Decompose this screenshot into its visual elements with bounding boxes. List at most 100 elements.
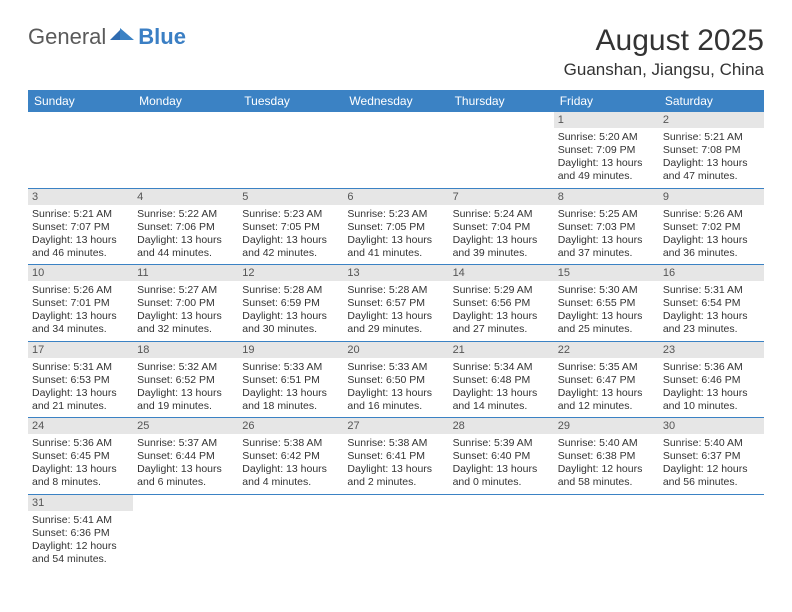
sunset-text: Sunset: 7:03 PM [558, 221, 655, 234]
calendar-day-cell: 19Sunrise: 5:33 AMSunset: 6:51 PMDayligh… [238, 341, 343, 418]
daylight-text-line1: Daylight: 13 hours [558, 310, 655, 323]
day-number: 8 [554, 189, 659, 205]
logo-text-general: General [28, 24, 106, 50]
day-data: Sunrise: 5:31 AMSunset: 6:53 PMDaylight:… [28, 358, 133, 418]
sunrise-text: Sunrise: 5:21 AM [663, 131, 760, 144]
day-number: 22 [554, 342, 659, 358]
calendar-day-cell: 25Sunrise: 5:37 AMSunset: 6:44 PMDayligh… [133, 418, 238, 495]
daylight-text-line1: Daylight: 13 hours [137, 387, 234, 400]
calendar-day-cell [449, 494, 554, 570]
sunrise-text: Sunrise: 5:27 AM [137, 284, 234, 297]
calendar-day-cell: 27Sunrise: 5:38 AMSunset: 6:41 PMDayligh… [343, 418, 448, 495]
sunrise-text: Sunrise: 5:26 AM [663, 208, 760, 221]
sunrise-text: Sunrise: 5:26 AM [32, 284, 129, 297]
sunrise-text: Sunrise: 5:40 AM [663, 437, 760, 450]
daylight-text-line2: and 46 minutes. [32, 247, 129, 260]
day-data: Sunrise: 5:25 AMSunset: 7:03 PMDaylight:… [554, 205, 659, 265]
calendar-day-cell: 3Sunrise: 5:21 AMSunset: 7:07 PMDaylight… [28, 188, 133, 265]
daylight-text-line1: Daylight: 13 hours [32, 310, 129, 323]
calendar-day-cell [133, 494, 238, 570]
sunrise-text: Sunrise: 5:34 AM [453, 361, 550, 374]
daylight-text-line2: and 36 minutes. [663, 247, 760, 260]
daylight-text-line2: and 10 minutes. [663, 400, 760, 413]
daylight-text-line1: Daylight: 13 hours [558, 157, 655, 170]
day-data: Sunrise: 5:23 AMSunset: 7:05 PMDaylight:… [343, 205, 448, 265]
calendar-day-cell [238, 494, 343, 570]
daylight-text-line2: and 44 minutes. [137, 247, 234, 260]
daylight-text-line1: Daylight: 13 hours [453, 310, 550, 323]
daylight-text-line2: and 32 minutes. [137, 323, 234, 336]
calendar-day-cell: 29Sunrise: 5:40 AMSunset: 6:38 PMDayligh… [554, 418, 659, 495]
sunset-text: Sunset: 7:04 PM [453, 221, 550, 234]
daylight-text-line2: and 6 minutes. [137, 476, 234, 489]
sunset-text: Sunset: 7:01 PM [32, 297, 129, 310]
daylight-text-line1: Daylight: 12 hours [558, 463, 655, 476]
sunset-text: Sunset: 6:55 PM [558, 297, 655, 310]
day-number: 19 [238, 342, 343, 358]
day-number: 20 [343, 342, 448, 358]
day-data: Sunrise: 5:24 AMSunset: 7:04 PMDaylight:… [449, 205, 554, 265]
sunrise-text: Sunrise: 5:21 AM [32, 208, 129, 221]
daylight-text-line2: and 2 minutes. [347, 476, 444, 489]
sunset-text: Sunset: 6:36 PM [32, 527, 129, 540]
sunset-text: Sunset: 6:53 PM [32, 374, 129, 387]
sunset-text: Sunset: 7:05 PM [242, 221, 339, 234]
day-data: Sunrise: 5:21 AMSunset: 7:08 PMDaylight:… [659, 128, 764, 188]
calendar-day-cell: 1Sunrise: 5:20 AMSunset: 7:09 PMDaylight… [554, 112, 659, 188]
calendar-table: SundayMondayTuesdayWednesdayThursdayFrid… [28, 90, 764, 570]
daylight-text-line2: and 8 minutes. [32, 476, 129, 489]
day-number: 9 [659, 189, 764, 205]
daylight-text-line1: Daylight: 13 hours [137, 463, 234, 476]
calendar-day-cell [343, 494, 448, 570]
day-data: Sunrise: 5:31 AMSunset: 6:54 PMDaylight:… [659, 281, 764, 341]
day-data: Sunrise: 5:38 AMSunset: 6:41 PMDaylight:… [343, 434, 448, 494]
day-data: Sunrise: 5:20 AMSunset: 7:09 PMDaylight:… [554, 128, 659, 188]
daylight-text-line2: and 37 minutes. [558, 247, 655, 260]
daylight-text-line1: Daylight: 13 hours [663, 157, 760, 170]
logo-flag-icon [110, 24, 138, 50]
day-number: 23 [659, 342, 764, 358]
calendar-day-cell: 15Sunrise: 5:30 AMSunset: 6:55 PMDayligh… [554, 265, 659, 342]
daylight-text-line1: Daylight: 13 hours [347, 310, 444, 323]
sunset-text: Sunset: 7:02 PM [663, 221, 760, 234]
day-data: Sunrise: 5:38 AMSunset: 6:42 PMDaylight:… [238, 434, 343, 494]
day-data: Sunrise: 5:39 AMSunset: 6:40 PMDaylight:… [449, 434, 554, 494]
day-number: 15 [554, 265, 659, 281]
sunset-text: Sunset: 7:06 PM [137, 221, 234, 234]
calendar-day-cell: 5Sunrise: 5:23 AMSunset: 7:05 PMDaylight… [238, 188, 343, 265]
calendar-day-cell: 6Sunrise: 5:23 AMSunset: 7:05 PMDaylight… [343, 188, 448, 265]
day-number: 25 [133, 418, 238, 434]
calendar-day-cell: 30Sunrise: 5:40 AMSunset: 6:37 PMDayligh… [659, 418, 764, 495]
sunset-text: Sunset: 6:44 PM [137, 450, 234, 463]
sunset-text: Sunset: 6:54 PM [663, 297, 760, 310]
daylight-text-line2: and 58 minutes. [558, 476, 655, 489]
sunrise-text: Sunrise: 5:31 AM [663, 284, 760, 297]
sunset-text: Sunset: 6:56 PM [453, 297, 550, 310]
daylight-text-line1: Daylight: 13 hours [453, 234, 550, 247]
calendar-day-cell: 23Sunrise: 5:36 AMSunset: 6:46 PMDayligh… [659, 341, 764, 418]
daylight-text-line2: and 54 minutes. [32, 553, 129, 566]
calendar-day-header: Monday [133, 90, 238, 112]
sunrise-text: Sunrise: 5:38 AM [347, 437, 444, 450]
sunrise-text: Sunrise: 5:39 AM [453, 437, 550, 450]
daylight-text-line1: Daylight: 13 hours [242, 234, 339, 247]
sunrise-text: Sunrise: 5:31 AM [32, 361, 129, 374]
calendar-day-cell [238, 112, 343, 188]
sunset-text: Sunset: 7:05 PM [347, 221, 444, 234]
daylight-text-line1: Daylight: 13 hours [347, 463, 444, 476]
sunrise-text: Sunrise: 5:22 AM [137, 208, 234, 221]
day-number: 16 [659, 265, 764, 281]
day-number: 30 [659, 418, 764, 434]
day-data: Sunrise: 5:32 AMSunset: 6:52 PMDaylight:… [133, 358, 238, 418]
day-number: 31 [28, 495, 133, 511]
calendar-week-row: 24Sunrise: 5:36 AMSunset: 6:45 PMDayligh… [28, 418, 764, 495]
day-data: Sunrise: 5:27 AMSunset: 7:00 PMDaylight:… [133, 281, 238, 341]
day-number: 4 [133, 189, 238, 205]
calendar-body: 1Sunrise: 5:20 AMSunset: 7:09 PMDaylight… [28, 112, 764, 570]
calendar-week-row: 10Sunrise: 5:26 AMSunset: 7:01 PMDayligh… [28, 265, 764, 342]
day-number: 29 [554, 418, 659, 434]
calendar-week-row: 17Sunrise: 5:31 AMSunset: 6:53 PMDayligh… [28, 341, 764, 418]
day-data: Sunrise: 5:40 AMSunset: 6:37 PMDaylight:… [659, 434, 764, 494]
calendar-day-cell: 4Sunrise: 5:22 AMSunset: 7:06 PMDaylight… [133, 188, 238, 265]
sunset-text: Sunset: 6:38 PM [558, 450, 655, 463]
